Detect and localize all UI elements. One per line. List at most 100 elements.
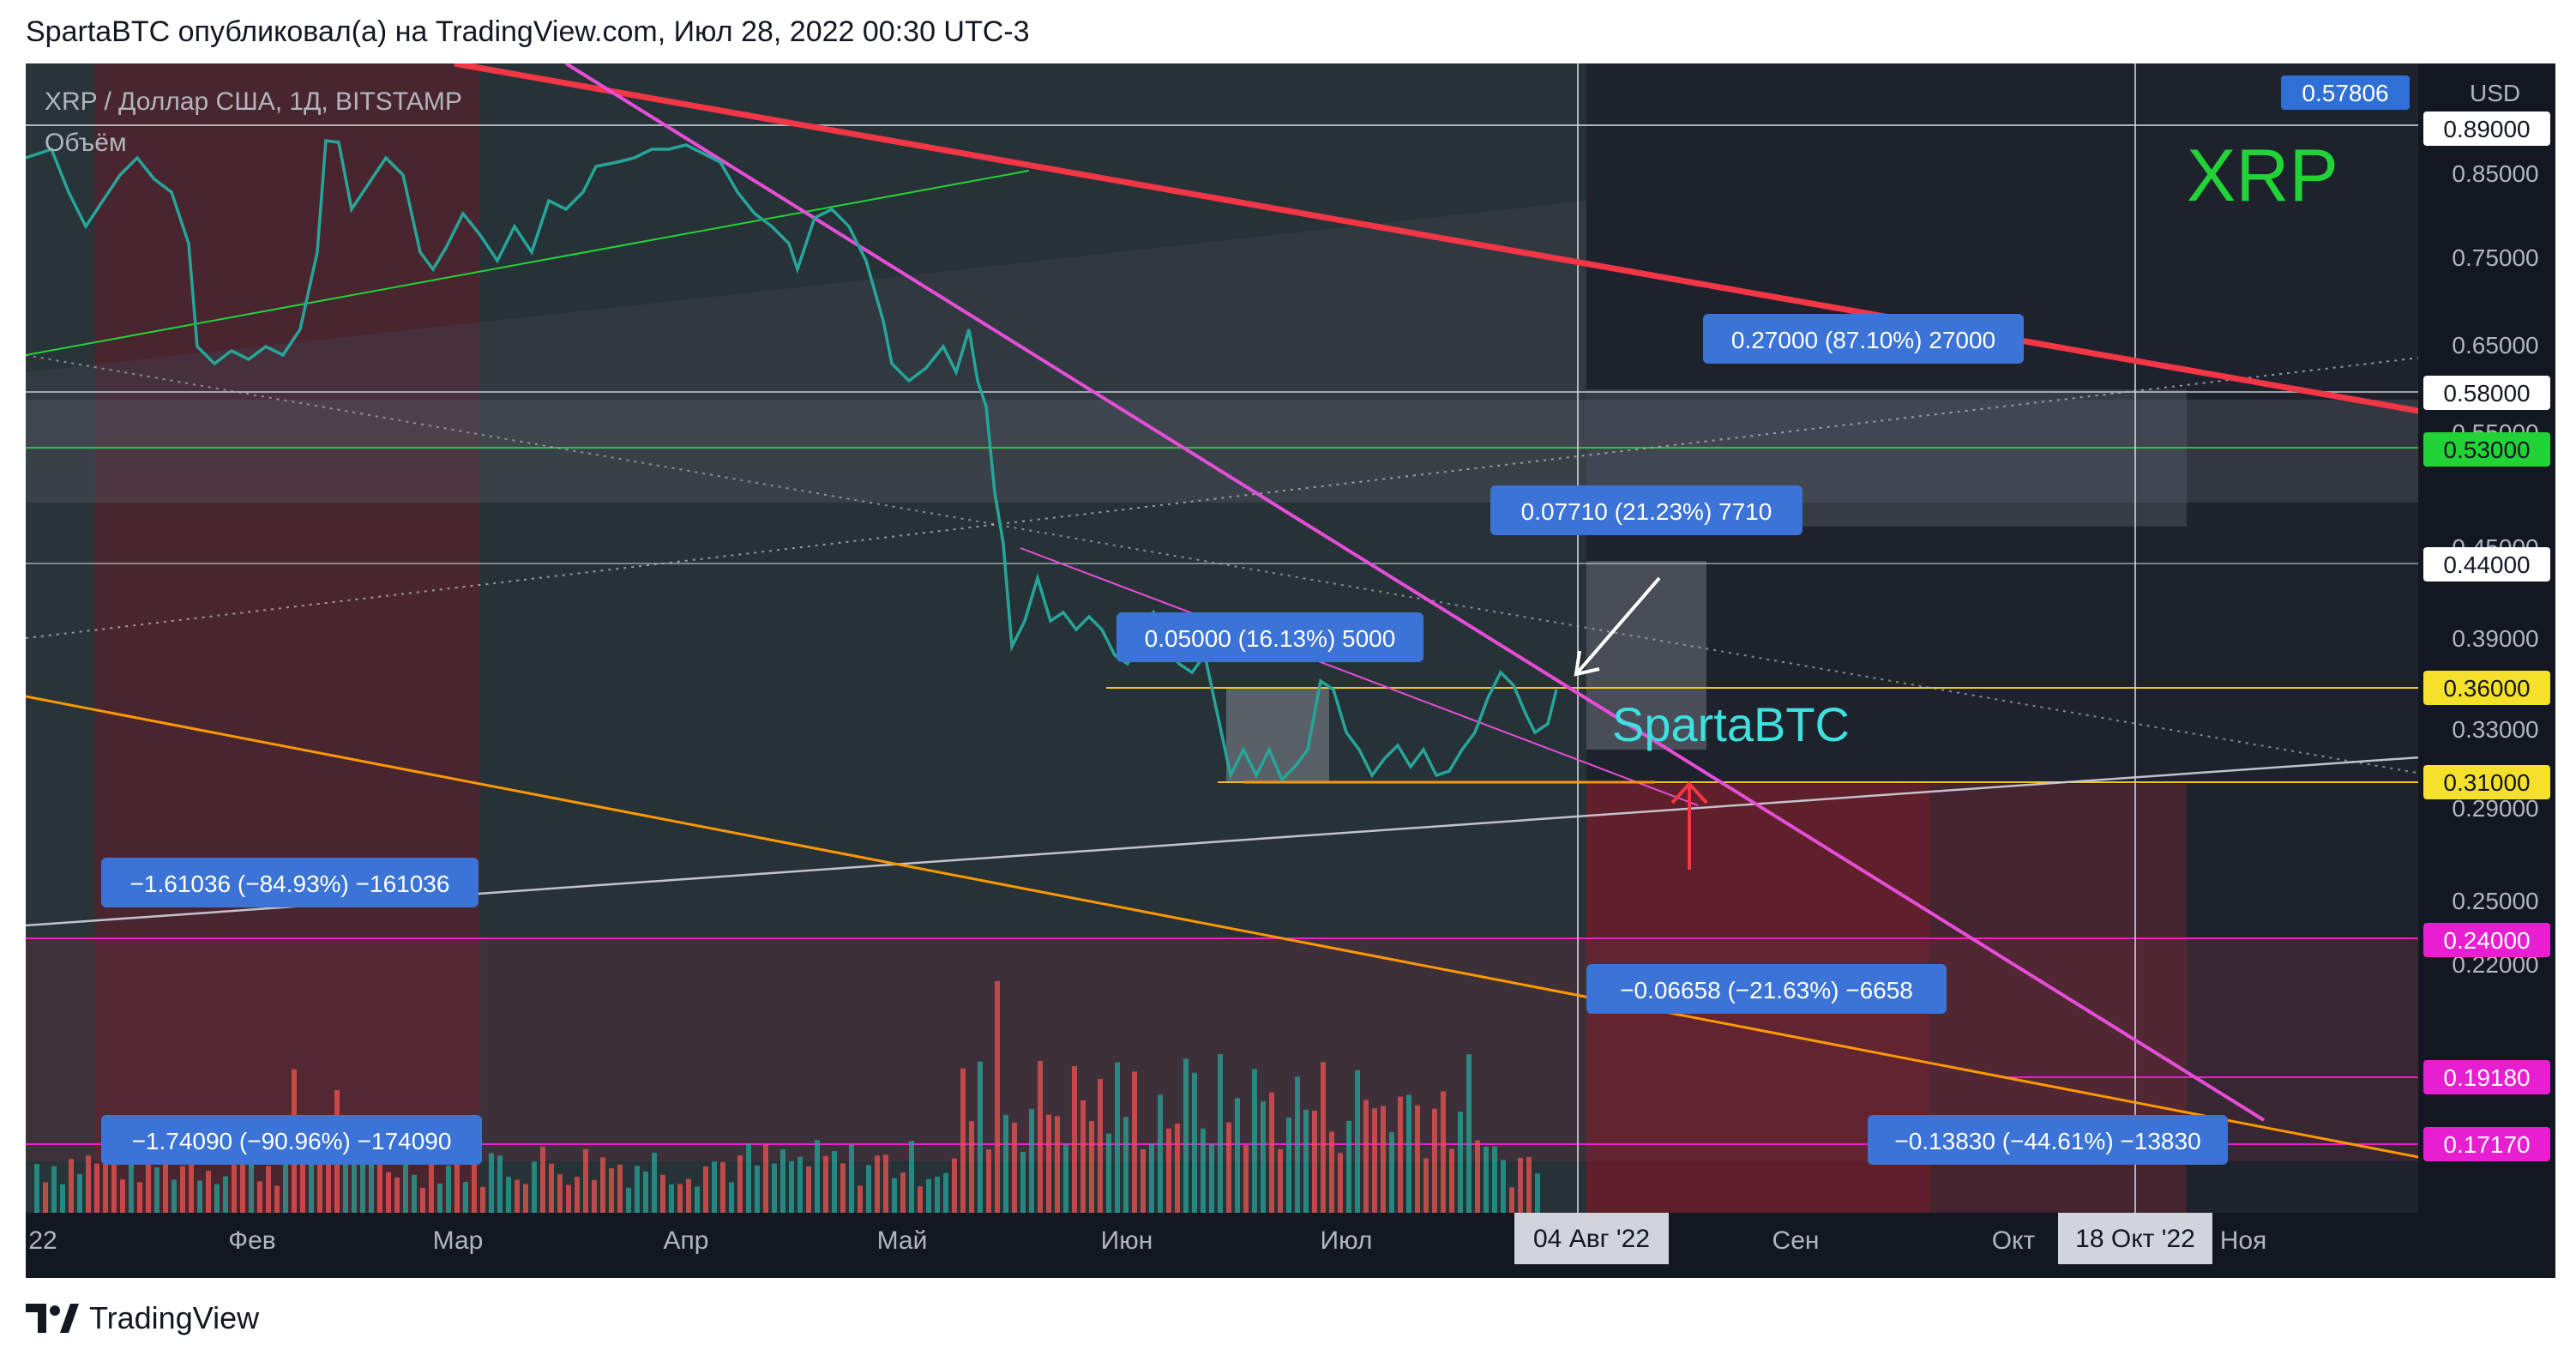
volume-bar <box>206 1171 211 1213</box>
volume-bar <box>111 1160 117 1213</box>
volume-bar <box>1012 1122 1017 1213</box>
volume-bar <box>283 1154 288 1213</box>
volume-bar <box>172 1179 177 1213</box>
volume-indicator-label[interactable]: Объём <box>45 129 127 157</box>
price-tick-label: 0.85000 <box>2452 160 2538 187</box>
volume-bar <box>797 1156 803 1213</box>
volume-bar <box>1432 1108 1437 1213</box>
measure-label-6[interactable]: −1.74090 (−90.96%) −174090 <box>132 1128 452 1154</box>
volume-bar <box>1098 1079 1103 1213</box>
volume-bar <box>1501 1160 1506 1213</box>
volume-bar <box>1449 1148 1454 1213</box>
support-trendline[interactable] <box>26 695 2531 1180</box>
measure-label-2[interactable]: 0.07710 (21.23%) 7710 <box>1521 498 1773 525</box>
measure-label-7[interactable]: −0.13830 (−44.61%) −13830 <box>1894 1128 2200 1154</box>
volume-bar <box>360 1142 365 1213</box>
volume-bar <box>377 1160 382 1213</box>
volume-bar <box>669 1184 674 1213</box>
volume-bar <box>1226 1122 1231 1213</box>
price-badge <box>2423 765 2550 799</box>
time-tick-label: Фев <box>228 1226 275 1255</box>
volume-bar <box>300 1120 305 1213</box>
volume-bar <box>1423 1158 1429 1213</box>
volume-bar <box>523 1184 528 1213</box>
volume-bar <box>729 1182 734 1213</box>
volume-bar <box>60 1184 65 1213</box>
volume-bar <box>1509 1187 1514 1213</box>
volume-bar <box>926 1178 931 1213</box>
volume-bar <box>369 1151 374 1213</box>
volume-bar <box>1321 1062 1326 1213</box>
time-tick-label: Ноя <box>2220 1226 2267 1255</box>
volume-bar <box>875 1155 880 1213</box>
price-tick-label: 0.25000 <box>2452 888 2538 914</box>
volume-bar <box>1363 1100 1369 1213</box>
volume-bar <box>935 1176 940 1213</box>
symbol-title[interactable]: XRP / Доллар США, 1Д, BITSTAMP <box>45 87 462 116</box>
publish-caption: SpartaBTC опубликовал(а) на TradingView.… <box>26 15 1030 48</box>
measure-label-5[interactable]: −0.06658 (−21.63%) −6658 <box>1620 977 1913 1003</box>
measure-label-1[interactable]: 0.27000 (87.10%) 27000 <box>1731 327 1995 353</box>
descending-trendline[interactable] <box>564 63 2266 1122</box>
resistance-trendline[interactable] <box>454 63 2531 434</box>
volume-bar <box>412 1174 417 1213</box>
measure-label-3[interactable]: 0.05000 (16.13%) 5000 <box>1145 625 1396 652</box>
volume-bar <box>995 981 1000 1213</box>
range-box-upper <box>26 400 2444 503</box>
volume-bar <box>815 1140 820 1213</box>
volume-bar <box>772 1163 777 1213</box>
volume-bar <box>609 1168 614 1213</box>
price-tick-label: 0.39000 <box>2452 625 2538 652</box>
volume-bar <box>420 1187 425 1213</box>
volume-bar <box>918 1186 923 1213</box>
volume-bar <box>1389 1132 1394 1213</box>
volume-bar <box>549 1163 554 1213</box>
volume-bar <box>77 1173 82 1213</box>
volume-bar <box>429 1159 434 1213</box>
tradingview-logo-icon <box>26 1304 79 1333</box>
price-axis[interactable] <box>2418 63 2555 1213</box>
measure-label-4[interactable]: −1.61036 (−84.93%) −161036 <box>130 871 450 897</box>
time-tick-label: 22 <box>28 1226 57 1255</box>
volume-bar <box>137 1182 142 1213</box>
volume-bar <box>1355 1070 1360 1213</box>
volume-bar <box>763 1144 768 1213</box>
volume-bar <box>858 1185 863 1213</box>
white-arrow <box>1574 576 1661 676</box>
volume-bar <box>686 1178 691 1213</box>
volume-bar <box>1166 1128 1171 1213</box>
chart-area[interactable]: USD 0.890000.850000.750000.650000.550000… <box>26 63 2555 1278</box>
volume-bar <box>635 1166 640 1213</box>
time-tick-label: Окт <box>1992 1226 2036 1255</box>
volume-bar <box>986 1148 991 1213</box>
volume-bar <box>1089 1121 1094 1213</box>
volume-bar <box>1158 1094 1163 1213</box>
volume-bar <box>180 1166 185 1213</box>
price-badge-label: 0.31000 <box>2443 769 2530 796</box>
chart-canvas[interactable]: USD 0.890000.850000.750000.650000.550000… <box>26 63 2555 1278</box>
volume-bar <box>583 1148 588 1213</box>
volume-bar <box>51 1166 57 1213</box>
volume-bar <box>1492 1146 1497 1213</box>
price-badge <box>2423 671 2550 705</box>
volume-bar <box>317 1118 322 1213</box>
volume-bars <box>34 981 1540 1213</box>
tradingview-footer[interactable]: TradingView <box>26 1300 259 1336</box>
volume-bar <box>1312 1110 1317 1213</box>
volume-bar <box>712 1161 717 1213</box>
volume-bar <box>1243 1145 1249 1213</box>
volume-bar <box>832 1151 837 1213</box>
volume-bar <box>1406 1094 1411 1213</box>
volume-bar <box>1286 1117 1291 1213</box>
volume-bar <box>943 1172 948 1213</box>
volume-bar <box>257 1181 262 1213</box>
volume-bar <box>1080 1100 1086 1213</box>
volume-bar <box>1526 1156 1532 1213</box>
price-badge <box>2423 1127 2550 1161</box>
volume-bar <box>326 1137 331 1213</box>
price-tick-label: 0.75000 <box>2452 244 2538 271</box>
volume-bar <box>103 1154 108 1213</box>
volume-bar <box>617 1164 623 1213</box>
volume-bar <box>1346 1120 1351 1213</box>
volume-bar <box>480 1186 485 1213</box>
